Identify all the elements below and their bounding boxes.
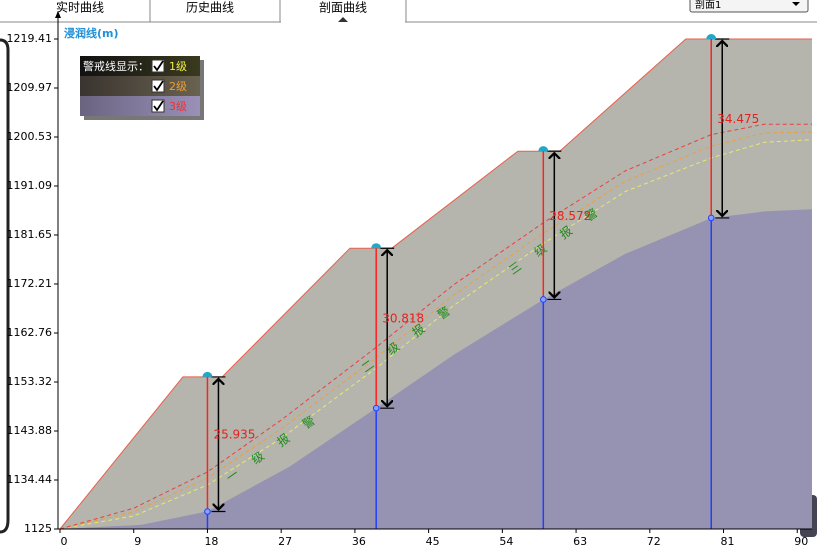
x-tick-label: 63	[573, 535, 587, 548]
depth-label: 30.818	[382, 312, 424, 326]
sensor-marker	[202, 371, 213, 377]
x-tick-label: 45	[426, 535, 440, 548]
y-tick-label: 1209.97	[7, 81, 53, 94]
legend-label: 3级	[169, 100, 187, 113]
bedrock-point	[707, 214, 715, 222]
depth-label: 28.572	[549, 209, 591, 223]
y-tick-label: 1191.09	[7, 179, 53, 192]
tab-bar	[0, 0, 817, 23]
bedrock-point	[204, 508, 211, 515]
depth-cap	[547, 150, 562, 301]
left-panel-edge	[0, 38, 10, 534]
bedrock-point	[372, 404, 380, 412]
warning-line	[59, 123, 812, 530]
sensor-marker	[706, 34, 717, 39]
tab-label[interactable]: 剖面曲线	[319, 1, 367, 15]
warning-line	[59, 139, 813, 530]
depth-cap	[715, 38, 730, 219]
y-axis-label: 浸润线(m)	[64, 26, 119, 40]
active-tab-pointer	[338, 17, 348, 22]
dropdown[interactable]	[689, 0, 809, 13]
y-tick-label: 1219.41	[7, 32, 53, 45]
x-tick-label: 0	[61, 535, 68, 548]
sensor-marker	[371, 243, 382, 249]
active-tab-bg	[281, 0, 405, 23]
legend-check	[153, 100, 164, 112]
y-tick-label: 1181.65	[7, 228, 53, 241]
legend-check	[153, 60, 164, 72]
y-tick-label: 1143.88	[7, 424, 53, 437]
legend-row	[80, 56, 200, 76]
tab-dividers	[149, 0, 407, 22]
bedrock-point	[540, 296, 547, 303]
x-tick-label: 72	[647, 535, 661, 548]
y-tick-label: 1200.53	[7, 130, 53, 143]
x-tick-label: 54	[499, 535, 513, 548]
y-tick-label: 1125	[24, 522, 52, 535]
dropdown-arrow[interactable]	[792, 2, 800, 6]
y-tick-label: 1162.76	[7, 326, 53, 339]
tab-label[interactable]: 实时曲线	[56, 0, 104, 15]
legend-check	[153, 80, 164, 92]
depth-label: 25.935	[213, 428, 255, 442]
x-tick-label: 9	[134, 535, 141, 548]
warning-line	[59, 131, 813, 530]
bedrock-area	[60, 209, 812, 530]
legend-row	[80, 76, 200, 96]
dropdown-label[interactable]: 剖面1	[695, 0, 721, 11]
x-tick-label: 90	[794, 535, 808, 548]
depth-cap	[211, 376, 226, 513]
y-tick-label: 1153.32	[7, 375, 53, 388]
legend-title: 警戒线显示：	[83, 59, 149, 73]
tab-label[interactable]: 历史曲线	[186, 1, 234, 15]
x-tick-label: 36	[352, 535, 366, 548]
x-tick-label: 27	[278, 535, 292, 548]
depth-cap	[380, 247, 395, 409]
legend-row	[80, 96, 200, 116]
legend-label: 2级	[169, 80, 187, 93]
x-tick-label: 81	[721, 535, 735, 548]
sensor-marker	[538, 146, 549, 152]
y-tick-label: 1172.21	[7, 277, 53, 290]
depth-label: 34.475	[717, 112, 759, 126]
x-tick-label: 18	[204, 535, 218, 548]
legend-label: 1级	[169, 60, 187, 73]
y-tick-label: 1134.44	[7, 473, 53, 486]
